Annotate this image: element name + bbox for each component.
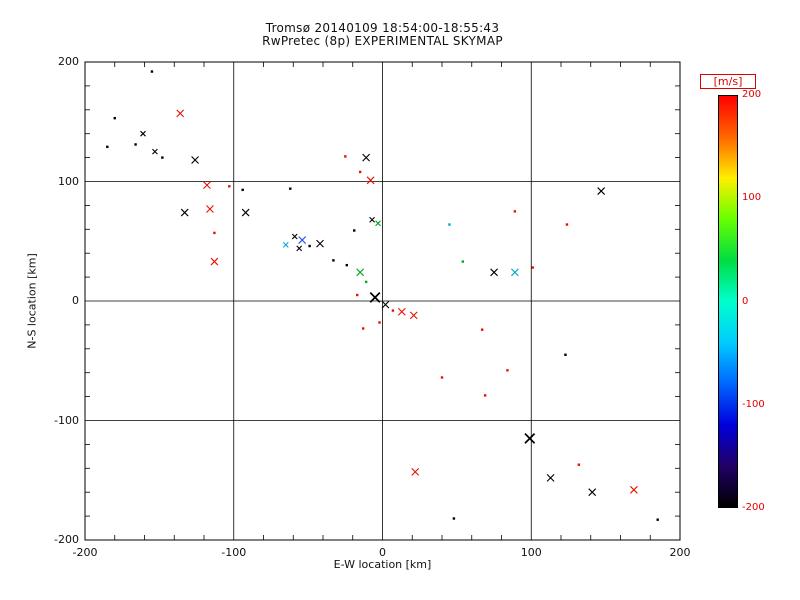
data-point-x-marker	[490, 268, 498, 277]
colorbar-tick-label: 100	[742, 192, 762, 204]
data-point-x-marker	[191, 156, 199, 164]
data-point-dot	[656, 518, 659, 521]
data-point-x-marker	[298, 236, 307, 244]
data-point-dot	[513, 210, 517, 213]
data-point-x-marker	[375, 220, 381, 227]
data-point-dot	[378, 321, 381, 324]
data-point-x-marker	[409, 311, 418, 320]
plot-title-line2: RwPretec (8p) EXPERIMENTAL SKYMAP	[262, 34, 503, 48]
x-tick-label: -200	[72, 546, 98, 559]
data-point-dot	[345, 263, 348, 267]
data-point-dot	[134, 143, 137, 146]
y-tick-label: -100	[54, 413, 79, 427]
data-point-x-marker	[588, 488, 597, 497]
data-point-x-marker	[381, 300, 390, 309]
data-point-x-marker	[546, 473, 555, 482]
data-point-dot	[577, 463, 581, 466]
colorbar-tick-label: 0	[742, 295, 749, 307]
data-point-dot	[358, 170, 362, 174]
data-point-dot	[289, 187, 292, 190]
colorbar-tick-label: -100	[742, 398, 765, 410]
data-point-dot	[241, 188, 244, 192]
data-point-dot	[228, 185, 231, 188]
data-point-x-marker	[210, 257, 219, 266]
y-tick-label: 100	[58, 174, 79, 188]
data-point-dot	[391, 309, 395, 312]
data-point-x-marker	[176, 109, 185, 118]
data-point-dot	[564, 353, 567, 356]
data-point-x-marker	[597, 187, 606, 195]
data-point-x-marker	[524, 433, 536, 444]
data-point-x-marker	[140, 130, 146, 137]
data-point-x-marker	[291, 233, 298, 240]
data-point-dot	[353, 229, 356, 232]
x-tick-label: 200	[669, 546, 691, 559]
data-point-dot	[361, 327, 365, 330]
data-point-dot	[150, 70, 154, 73]
data-point-x-marker	[316, 239, 324, 248]
x-tick-label: 100	[520, 546, 542, 559]
data-point-dot	[213, 231, 216, 235]
data-point-x-marker	[629, 485, 638, 494]
plot-title-block: Tromsø 20140109 18:54:00-18:55:43 RwPret…	[85, 22, 680, 48]
data-point-dot	[364, 280, 368, 284]
data-point-dot	[531, 266, 534, 269]
data-point-dot	[565, 223, 569, 226]
data-point-x-marker	[241, 208, 250, 217]
data-point-dot	[344, 155, 347, 158]
data-point-x-marker	[362, 153, 371, 162]
data-point-dot	[480, 328, 484, 331]
data-point-dot	[356, 293, 359, 297]
data-point-x-marker	[203, 181, 211, 189]
x-tick-label: 0	[379, 546, 386, 559]
data-point-dot	[461, 260, 465, 263]
data-point-dot	[448, 223, 451, 226]
plot-title-line1: Tromsø 20140109 18:54:00-18:55:43	[265, 21, 500, 35]
data-point-x-marker	[510, 268, 519, 277]
data-point-x-marker	[152, 148, 158, 155]
data-point-x-marker	[397, 307, 406, 316]
data-point-x-marker	[369, 292, 381, 303]
data-point-x-marker	[366, 176, 375, 185]
y-tick-label: -200	[54, 533, 79, 546]
colorbar-tick-label: -200	[742, 502, 765, 513]
data-point-x-marker	[282, 241, 289, 248]
data-point-x-marker	[411, 467, 420, 476]
data-point-x-marker	[296, 245, 303, 252]
x-tick-label: -100	[221, 546, 247, 559]
y-tick-label: 0	[72, 294, 79, 307]
data-point-dot	[332, 259, 335, 262]
data-point-dot	[440, 376, 444, 379]
data-point-dot	[483, 394, 487, 397]
data-point-dot	[506, 369, 509, 372]
colorbar	[718, 95, 738, 508]
data-point-dot	[161, 156, 164, 159]
data-point-dot	[308, 244, 311, 248]
data-point-x-marker	[369, 216, 375, 223]
colorbar-tick-label: 200	[742, 89, 762, 100]
data-point-dot	[113, 116, 116, 120]
data-point-x-marker	[356, 268, 365, 277]
y-tick-label: 200	[58, 55, 79, 68]
colorbar-unit-label: [m/s]	[700, 74, 756, 89]
data-point-dot	[106, 145, 109, 149]
data-point-x-marker	[206, 205, 214, 213]
x-axis-title: E-W location [km]	[333, 558, 432, 571]
data-point-dot	[452, 517, 456, 520]
data-point-x-marker	[180, 208, 189, 217]
